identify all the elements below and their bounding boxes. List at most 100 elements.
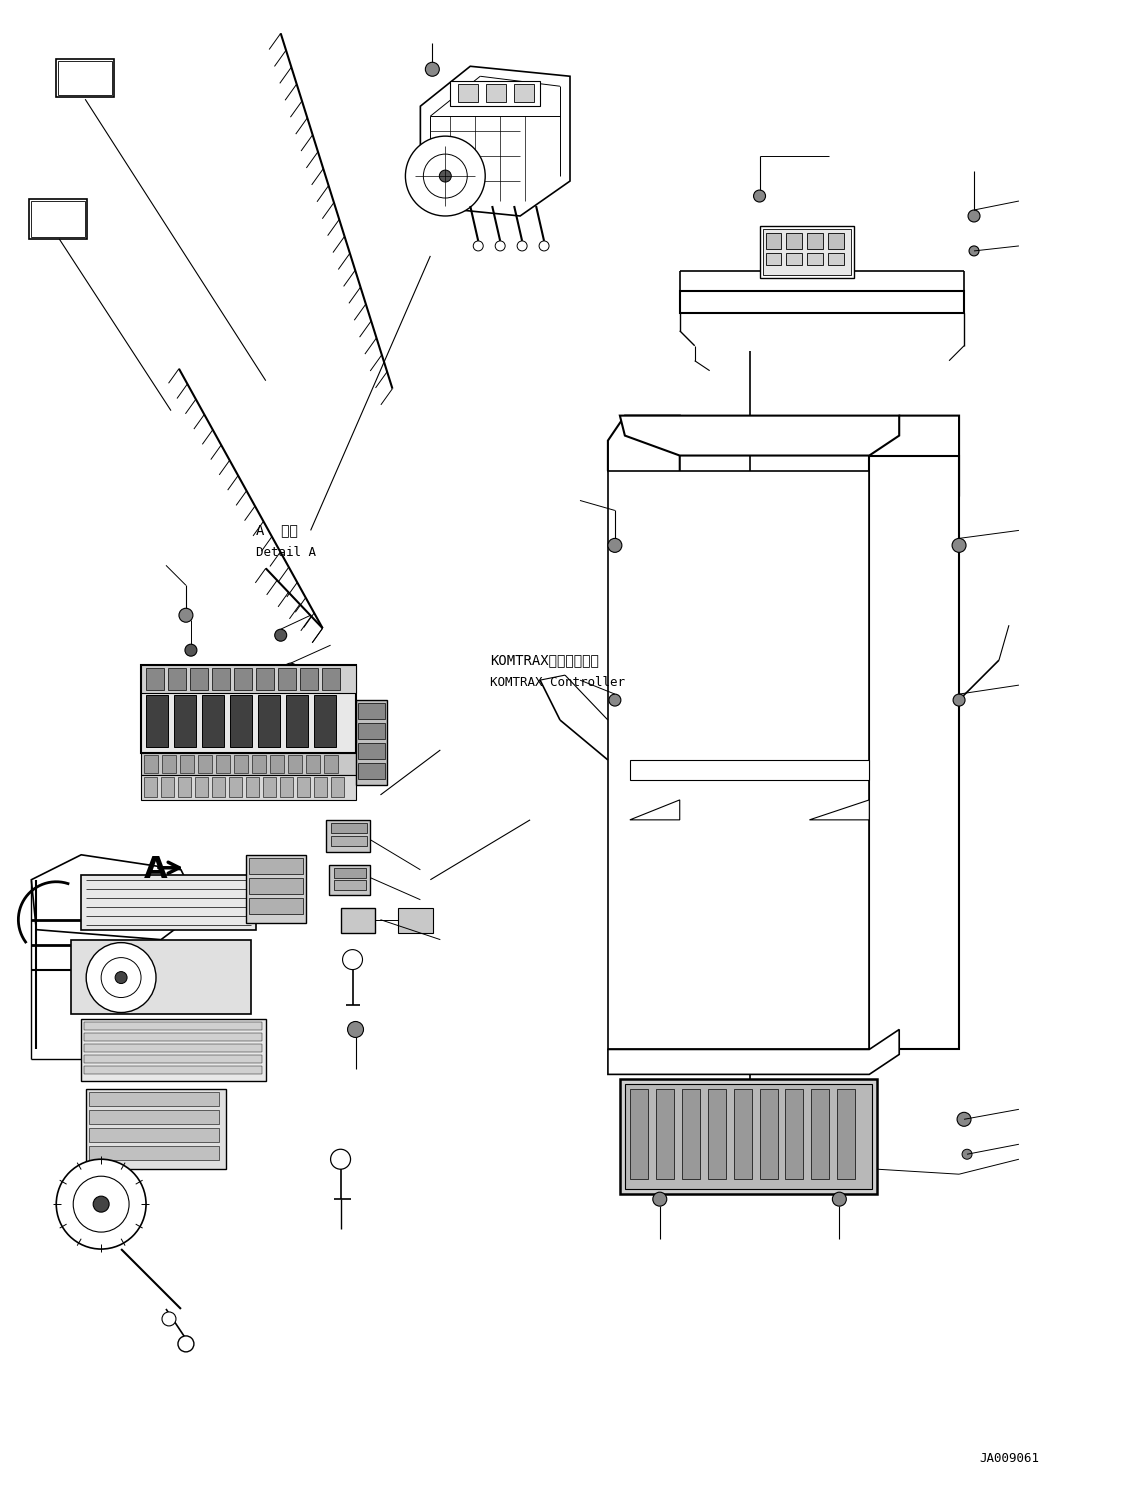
Circle shape [73,1176,129,1232]
Bar [787,253,803,265]
Bar [458,83,479,103]
Bar [820,680,854,705]
Circle shape [953,695,965,707]
Bar [89,1093,219,1106]
Bar [278,668,295,690]
Bar [212,777,224,796]
Bar [333,880,365,890]
Circle shape [969,246,979,256]
Bar [300,668,317,690]
Polygon shape [810,799,869,820]
Bar [56,60,114,97]
Bar [252,754,266,772]
Circle shape [495,242,505,250]
Bar [681,1090,700,1179]
Bar [763,230,852,274]
Bar [695,625,763,672]
Bar [161,754,176,772]
Polygon shape [420,66,570,216]
Text: KOMTRAXコントローラ: KOMTRAXコントローラ [490,653,599,666]
Bar [357,743,386,759]
Circle shape [284,663,298,677]
Polygon shape [608,416,680,495]
Circle shape [342,950,363,969]
Bar [785,1090,804,1179]
Bar [340,908,376,933]
Bar [30,198,87,239]
Circle shape [609,695,621,707]
Circle shape [953,538,966,552]
Circle shape [816,643,832,658]
Polygon shape [869,456,960,1050]
Bar [487,83,506,103]
Bar [246,854,306,923]
Bar [212,668,230,690]
Bar [58,61,112,95]
Polygon shape [869,416,960,495]
Bar [356,701,387,784]
Bar [828,233,844,249]
Circle shape [116,972,127,984]
Polygon shape [619,416,899,456]
Circle shape [968,210,980,222]
Bar [141,665,356,753]
Bar [180,754,194,772]
Circle shape [835,655,844,665]
Bar [279,777,293,796]
Bar [89,1129,219,1142]
Circle shape [653,1193,666,1206]
Bar [147,695,168,747]
Circle shape [518,242,527,250]
Bar [331,823,368,833]
Text: A  詳細: A 詳細 [255,523,298,537]
Circle shape [962,1150,972,1159]
Polygon shape [608,471,869,1050]
Circle shape [331,1150,350,1169]
Bar [286,695,308,747]
Circle shape [93,1196,109,1212]
Bar [31,201,85,237]
Bar [168,668,185,690]
Bar [85,1033,262,1041]
Bar [248,878,302,893]
Bar [689,620,769,680]
Bar [787,233,803,249]
Polygon shape [630,799,680,820]
Bar [357,723,386,740]
Bar [144,777,157,796]
Bar [270,754,284,772]
Bar [86,1090,226,1169]
Bar [625,1084,872,1190]
Circle shape [86,942,156,1012]
Bar [174,695,196,747]
Text: JA009061: JA009061 [979,1452,1039,1466]
Bar [357,763,386,778]
Bar [619,1079,877,1194]
Bar [202,695,224,747]
Bar [147,668,164,690]
Bar [630,1090,648,1179]
Bar [248,857,302,874]
Bar [81,1020,266,1081]
Bar [71,939,251,1014]
Bar [333,868,365,878]
Circle shape [348,1021,363,1038]
Bar [161,777,174,796]
Bar [89,1147,219,1160]
Bar [325,820,371,851]
Bar [141,775,356,799]
Bar [812,1090,829,1179]
Bar [246,777,259,796]
Polygon shape [630,760,869,780]
Bar [734,1090,751,1179]
Circle shape [539,242,550,250]
Bar [255,668,274,690]
Circle shape [425,63,440,76]
Bar [141,665,356,693]
Bar [331,777,344,796]
Bar [329,865,371,895]
Bar [262,777,276,796]
Bar [680,291,964,313]
Circle shape [177,1336,194,1352]
Circle shape [275,629,286,641]
